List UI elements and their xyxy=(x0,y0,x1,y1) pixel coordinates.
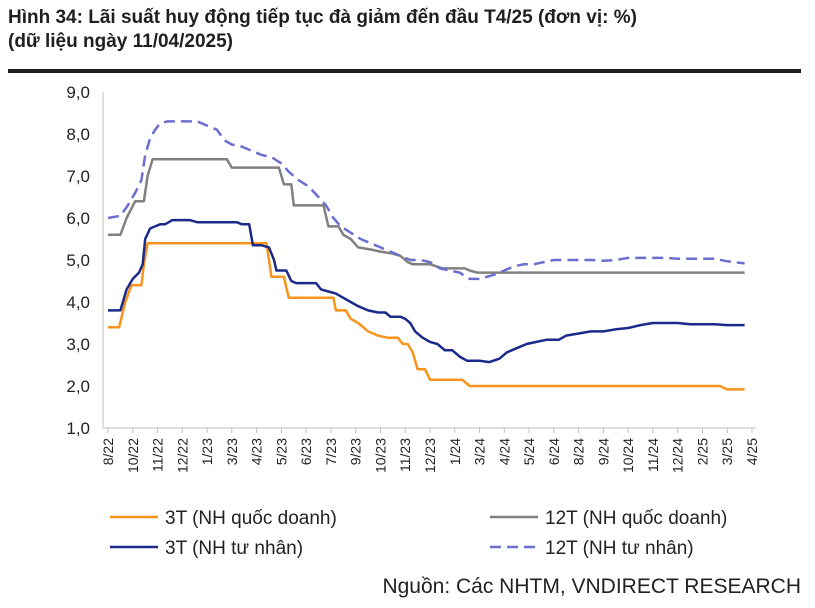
y-tick-label: 9,0 xyxy=(66,83,90,102)
x-tick-label: 6/23 xyxy=(298,438,314,465)
x-tick-label: 5/24 xyxy=(521,438,537,465)
x-tick-label: 12/23 xyxy=(422,438,438,473)
y-tick-label: 2,0 xyxy=(66,377,90,396)
series-line xyxy=(108,218,745,364)
y-tick-label: 7,0 xyxy=(66,167,90,186)
y-tick-label: 5,0 xyxy=(66,251,90,270)
legend-label: 3T (NH tư nhân) xyxy=(165,538,303,559)
x-tick-label: 3/25 xyxy=(719,438,735,465)
x-tick-label: 4/24 xyxy=(496,438,512,465)
x-tick-label: 8/24 xyxy=(571,438,587,465)
x-tick-label: 11/22 xyxy=(150,438,166,472)
x-tick-label: 2/25 xyxy=(694,438,710,465)
figure-title: Hình 34: Lãi suất huy động tiếp tục đà g… xyxy=(8,6,808,54)
y-tick-label: 3,0 xyxy=(66,335,90,354)
title-divider xyxy=(8,69,801,73)
chart-series xyxy=(107,120,745,391)
line-chart: 1,0 2,0 3,0 4,0 5,0 6,0 7,0 8,0 9,0 8/22 10/22 11/2… xyxy=(66,83,760,559)
x-tick-label: 10/24 xyxy=(620,438,636,473)
x-tick-label: 3/23 xyxy=(224,438,240,465)
y-tick-label: 1,0 xyxy=(66,419,90,438)
chart-legend: 3T (NH quốc doanh) 12T (NH quốc doanh) 3T … xyxy=(110,508,727,559)
x-tick-label: 9/23 xyxy=(348,438,364,465)
x-tick-label: 11/24 xyxy=(645,438,661,472)
legend-label: 12T (NH quốc doanh) xyxy=(545,508,727,529)
x-tick-label: 1/24 xyxy=(447,438,463,465)
series-line xyxy=(108,157,745,274)
title-line: Hình 34: Lãi suất huy động tiếp tục đà g… xyxy=(8,7,637,28)
series-line xyxy=(108,241,745,391)
series-line xyxy=(107,120,745,281)
y-tick-label: 4,0 xyxy=(66,293,90,312)
x-tick-label: 8/22 xyxy=(100,438,116,465)
x-tick-label: 11/23 xyxy=(397,438,413,472)
x-tick-label: 10/23 xyxy=(372,438,388,473)
legend-label: 3T (NH quốc doanh) xyxy=(165,508,337,529)
x-tick-label: 12/24 xyxy=(670,438,686,473)
x-tick-label: 12/22 xyxy=(174,438,190,473)
x-tick-label: 4/23 xyxy=(249,438,265,465)
x-tick-label: 9/24 xyxy=(595,438,611,465)
x-tick-label: 10/22 xyxy=(125,438,141,473)
y-tick-label: 6,0 xyxy=(66,209,90,228)
x-tick-label: 7/23 xyxy=(323,438,339,465)
x-tick-label: 6/24 xyxy=(546,438,562,465)
x-tick-label: 5/23 xyxy=(273,438,289,465)
chart-axes: 1,0 2,0 3,0 4,0 5,0 6,0 7,0 8,0 9,0 8/22 10/22 11/2… xyxy=(66,83,760,473)
source-note: Nguồn: Các NHTM, VNDIRECT RESEARCH xyxy=(382,575,801,598)
x-tick-label: 4/25 xyxy=(744,438,760,465)
legend-label: 12T (NH tư nhân) xyxy=(545,538,694,559)
x-tick-label: 3/24 xyxy=(472,438,488,465)
y-tick-label: 8,0 xyxy=(66,125,90,144)
subtitle-line: (dữ liệu ngày 11/04/2025) xyxy=(8,31,233,52)
x-tick-label: 1/23 xyxy=(199,438,215,465)
